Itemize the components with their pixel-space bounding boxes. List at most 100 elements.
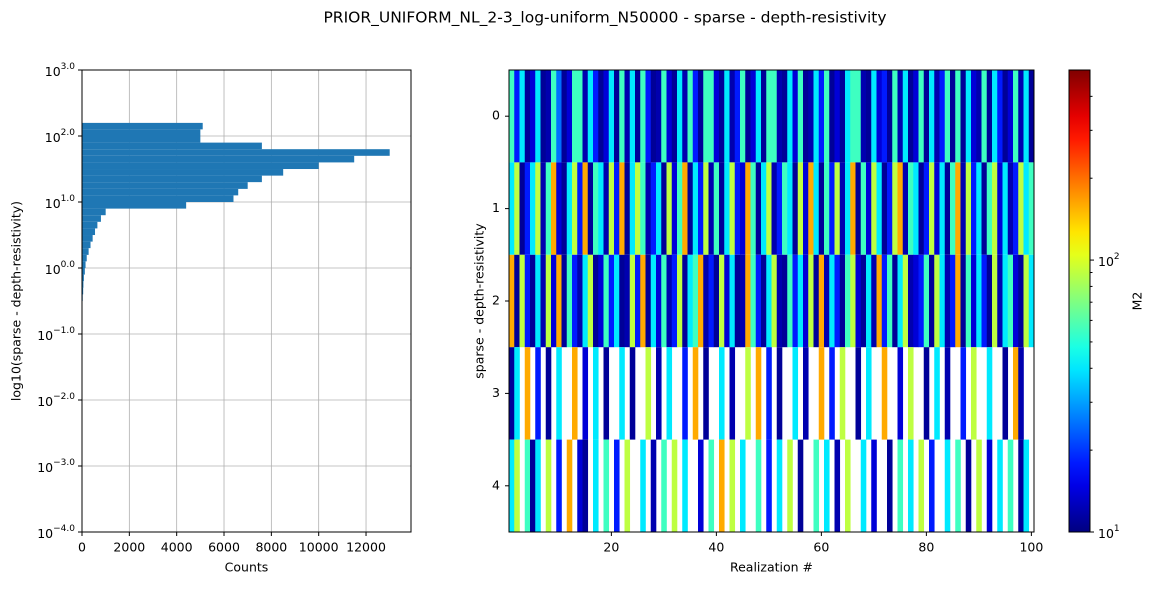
heatmap-cell bbox=[1024, 162, 1030, 254]
heatmap-cell bbox=[929, 440, 935, 532]
heatmap-cell bbox=[887, 255, 893, 347]
heatmap-cell bbox=[614, 440, 620, 532]
heatmap-cell bbox=[955, 70, 961, 162]
heatmap-cell bbox=[961, 347, 967, 439]
heatmap-cell bbox=[987, 347, 993, 439]
heatmap-cell bbox=[866, 255, 872, 347]
bar bbox=[82, 222, 97, 229]
heatmap-cell bbox=[719, 162, 725, 254]
heatmap-cell bbox=[777, 70, 783, 162]
heatmap-cell bbox=[730, 440, 736, 532]
heatmap-cell bbox=[719, 70, 725, 162]
heatmap-cell bbox=[934, 162, 940, 254]
heatmap-cell bbox=[646, 255, 652, 347]
heatmap-cell bbox=[829, 255, 835, 347]
heatmap-cell bbox=[898, 347, 904, 439]
heatmap-cell bbox=[877, 162, 883, 254]
heatmap-cell bbox=[619, 347, 625, 439]
heatmap-cell bbox=[619, 255, 625, 347]
heatmap-cell bbox=[656, 255, 662, 347]
heatmap-cell bbox=[992, 162, 998, 254]
heatmap-cell bbox=[950, 162, 956, 254]
heatmap-cell bbox=[630, 162, 636, 254]
heatmap-cell bbox=[793, 162, 799, 254]
heatmap-cell bbox=[520, 255, 526, 347]
heatmap-cell bbox=[604, 162, 610, 254]
y-tick-label: 10−3.0 bbox=[37, 458, 75, 475]
heatmap-cell bbox=[661, 255, 667, 347]
heatmap-cell bbox=[814, 162, 820, 254]
heatmap-cell bbox=[656, 70, 662, 162]
x-tick-label: 4000 bbox=[161, 540, 193, 555]
heatmap-cell bbox=[808, 162, 814, 254]
x-tick-label: 80 bbox=[918, 540, 934, 555]
heatmap-cell bbox=[861, 440, 867, 532]
heatmap-cell bbox=[682, 347, 688, 439]
heatmap-cell bbox=[619, 70, 625, 162]
bar bbox=[82, 255, 87, 261]
heatmap-cell bbox=[1029, 162, 1035, 254]
bar bbox=[82, 195, 233, 202]
heatmap-cell bbox=[924, 70, 930, 162]
heatmap-cell bbox=[772, 70, 778, 162]
heatmap-cell bbox=[919, 440, 925, 532]
heatmap-cell bbox=[1018, 440, 1024, 532]
heatmap-cell bbox=[661, 162, 667, 254]
heatmap-cell bbox=[924, 162, 930, 254]
colorbar-tick-label: 102 bbox=[1098, 252, 1120, 269]
heatmap-cell bbox=[1013, 347, 1019, 439]
heatmap-cell bbox=[583, 255, 589, 347]
heatmap-cell bbox=[514, 440, 520, 532]
heatmap-cell bbox=[745, 347, 751, 439]
heatmap-cell bbox=[567, 255, 573, 347]
heatmap-cell bbox=[719, 255, 725, 347]
heatmap-cell bbox=[940, 70, 946, 162]
bar bbox=[82, 189, 238, 195]
heatmap-cell bbox=[630, 255, 636, 347]
heatmap-cell bbox=[898, 162, 904, 254]
heatmap-cell bbox=[787, 70, 793, 162]
heatmap-cell bbox=[824, 255, 830, 347]
figure-title: PRIOR_UNIFORM_NL_2-3_log-uniform_N50000 … bbox=[323, 9, 886, 28]
heatmap-cell bbox=[997, 440, 1003, 532]
heatmap-cell bbox=[861, 70, 867, 162]
heatmap-cell bbox=[756, 162, 762, 254]
heatmap-cell bbox=[866, 347, 872, 439]
heatmap-cell bbox=[688, 70, 694, 162]
heatmap-cell bbox=[971, 70, 977, 162]
heatmap-cell bbox=[740, 70, 746, 162]
heatmap-cell bbox=[656, 162, 662, 254]
heatmap-cell bbox=[756, 255, 762, 347]
heatmap-cell bbox=[530, 255, 536, 347]
heatmap-cell bbox=[1008, 70, 1014, 162]
heatmap-cell bbox=[798, 162, 804, 254]
heatmap-cell bbox=[709, 440, 715, 532]
heatmap-cell bbox=[661, 440, 667, 532]
heatmap-cell bbox=[856, 162, 862, 254]
heatmap-cell bbox=[593, 440, 599, 532]
heatmap-cell bbox=[703, 162, 709, 254]
heatmap-cell bbox=[640, 70, 646, 162]
heatmap-cell bbox=[535, 162, 541, 254]
heatmap-cell bbox=[803, 70, 809, 162]
heatmap-cell bbox=[572, 162, 578, 254]
heatmap-cell bbox=[766, 162, 772, 254]
heatmap-cell bbox=[667, 70, 673, 162]
heatmap-cell bbox=[635, 70, 641, 162]
heatmap-cell bbox=[751, 255, 757, 347]
heatmap-cell bbox=[945, 440, 951, 532]
heatmap-cell bbox=[782, 70, 788, 162]
heatmap-cell bbox=[567, 162, 573, 254]
heatmap-cell bbox=[976, 162, 982, 254]
heatmap-cell bbox=[1029, 70, 1035, 162]
heatmap-cell bbox=[572, 70, 578, 162]
heatmap-cell bbox=[625, 255, 631, 347]
heatmap-cell bbox=[635, 255, 641, 347]
heatmap-cell bbox=[667, 162, 673, 254]
heatmap-cell bbox=[966, 255, 972, 347]
heatmap-cell bbox=[541, 70, 547, 162]
heatmap-cell bbox=[535, 440, 541, 532]
heatmap-cell bbox=[1013, 162, 1019, 254]
heatmap-cell bbox=[955, 255, 961, 347]
